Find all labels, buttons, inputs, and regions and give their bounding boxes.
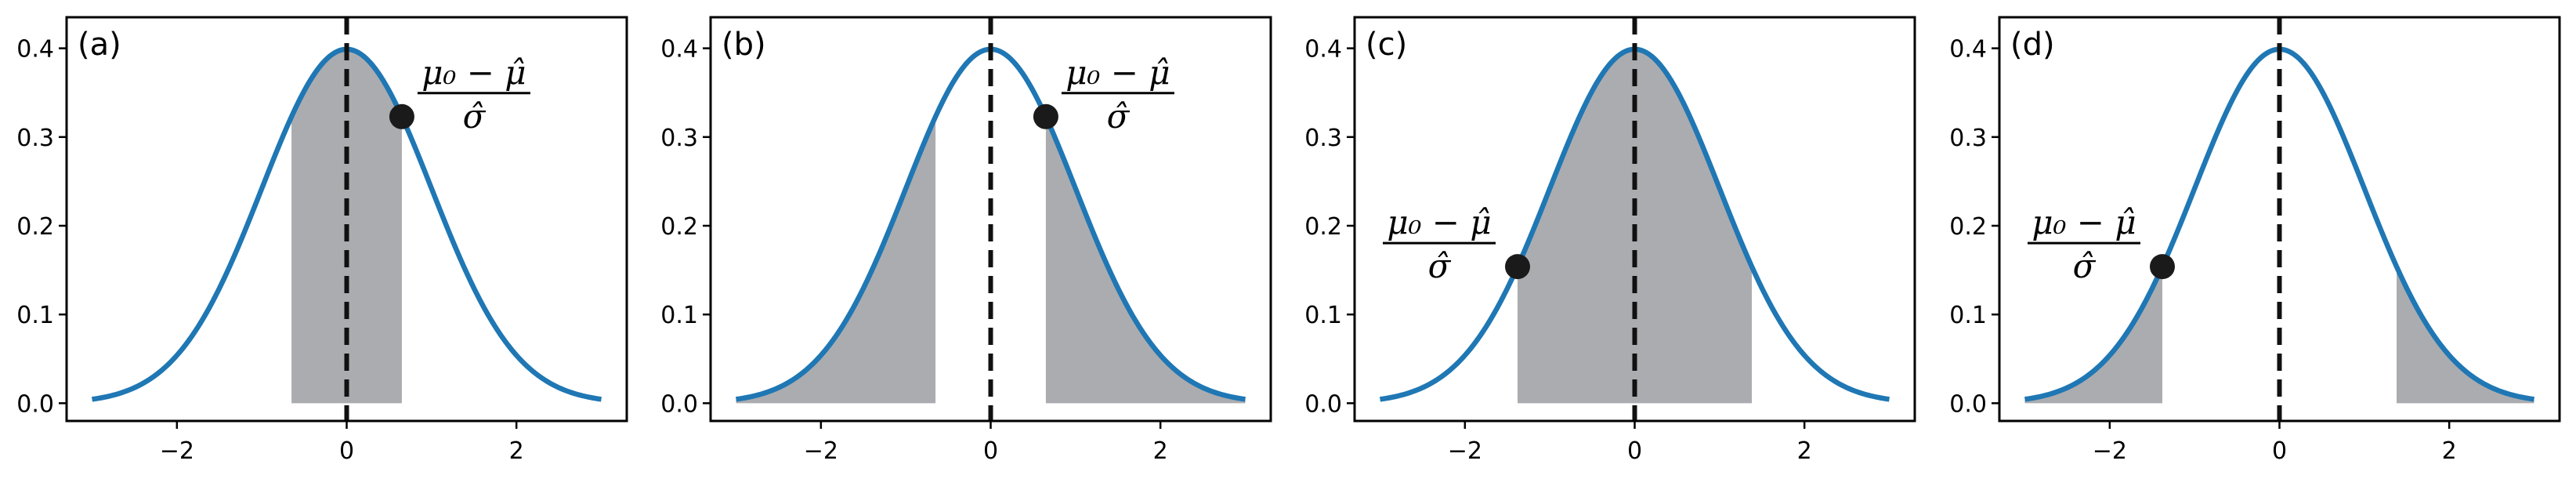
x-tick-label: 2 xyxy=(1797,437,1812,465)
x-tick-label: 0 xyxy=(983,437,998,465)
panel-d: μ₀ − μ̂ σ̂ 0.0 0.1 0.2 0.3 0.4 −2 0 2 (d) xyxy=(1949,16,2561,465)
panel-a: μ₀ − μ̂ σ̂ 0.0 0.1 0.2 0.3 0.4 −2 0 2 (a) xyxy=(16,16,628,465)
annotation-numerator: μ₀ − μ̂ xyxy=(1065,53,1170,92)
y-tick-label: 0.4 xyxy=(1304,36,1342,63)
x-tick-label: 2 xyxy=(509,437,524,465)
annotation-numerator: μ₀ − μ̂ xyxy=(421,53,526,92)
x-tick-label: 0 xyxy=(339,437,354,465)
x-tick-label: −2 xyxy=(804,437,838,465)
annotation-numerator: μ₀ − μ̂ xyxy=(2031,203,2136,241)
y-tick-label: 0.1 xyxy=(1949,302,1987,329)
shaded-region xyxy=(1045,116,1246,404)
x-tick-label: −2 xyxy=(160,437,194,465)
annotation-denominator: σ̂ xyxy=(1428,247,1452,285)
marker-point xyxy=(1033,103,1058,129)
shaded-region xyxy=(2024,267,2162,404)
annotation-denominator: σ̂ xyxy=(463,97,487,136)
y-tick-label: 0.2 xyxy=(16,213,54,241)
panel-label: (c) xyxy=(1366,27,1407,63)
y-tick-label: 0.0 xyxy=(1949,390,1987,418)
y-tick-label: 0.3 xyxy=(660,125,698,152)
panel-c: μ₀ − μ̂ σ̂ 0.0 0.1 0.2 0.3 0.4 −2 0 2 (c) xyxy=(1304,16,1916,465)
y-tick-label: 0.4 xyxy=(660,36,698,63)
marker-point xyxy=(389,103,414,129)
y-tick-label: 0.3 xyxy=(16,125,54,152)
shaded-region xyxy=(736,116,936,404)
annotation-numerator: μ₀ − μ̂ xyxy=(1387,203,1491,241)
panel-label: (b) xyxy=(722,27,766,63)
x-tick-label: 2 xyxy=(2442,437,2457,465)
annotation-denominator: σ̂ xyxy=(2073,247,2097,285)
y-tick-label: 0.1 xyxy=(660,302,698,329)
x-tick-label: 2 xyxy=(1153,437,1168,465)
marker-point xyxy=(2150,254,2175,280)
x-tick-label: −2 xyxy=(1448,437,1482,465)
panel-b: μ₀ − μ̂ σ̂ 0.0 0.1 0.2 0.3 0.4 −2 0 2 (b) xyxy=(660,16,1272,465)
y-tick-label: 0.2 xyxy=(660,213,698,241)
y-tick-label: 0.4 xyxy=(1949,36,1987,63)
x-tick-label: 0 xyxy=(1627,437,1642,465)
panel-label: (a) xyxy=(78,27,121,63)
y-tick-label: 0.2 xyxy=(1304,213,1342,241)
y-tick-label: 0.1 xyxy=(1304,302,1342,329)
y-tick-label: 0.3 xyxy=(1304,125,1342,152)
y-tick-label: 0.1 xyxy=(16,302,54,329)
shaded-region xyxy=(2397,267,2534,404)
panel-label: (d) xyxy=(2010,27,2055,63)
y-tick-label: 0.0 xyxy=(16,390,54,418)
y-tick-label: 0.2 xyxy=(1949,213,1987,241)
y-tick-label: 0.0 xyxy=(660,390,698,418)
y-tick-label: 0.0 xyxy=(1304,390,1342,418)
marker-point xyxy=(1505,254,1530,280)
x-tick-label: 0 xyxy=(2272,437,2287,465)
y-tick-label: 0.4 xyxy=(16,36,54,63)
y-tick-label: 0.3 xyxy=(1949,125,1987,152)
x-tick-label: −2 xyxy=(2093,437,2127,465)
annotation-denominator: σ̂ xyxy=(1107,97,1131,136)
